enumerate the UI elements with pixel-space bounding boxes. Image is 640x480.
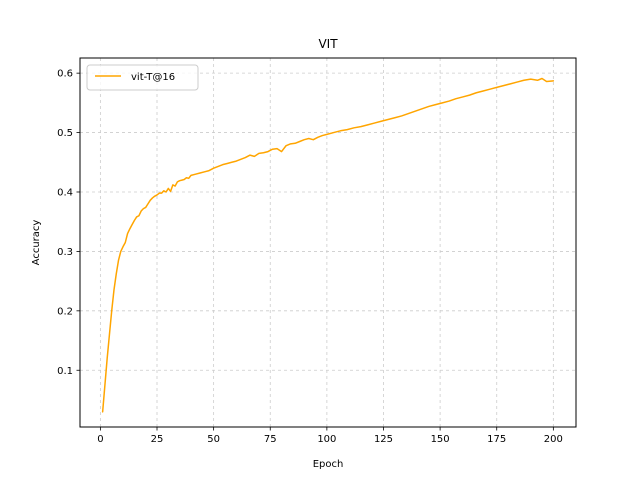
legend-box xyxy=(86,64,199,91)
y-tick-label: 0.5 xyxy=(57,128,73,139)
y-tick-label: 0.3 xyxy=(57,247,73,258)
x-axis: 0 25 50 75 100 125 150 175 200 xyxy=(97,427,563,445)
series-line-vit-t16 xyxy=(101,77,555,413)
y-axis: 0.1 0.2 0.3 0.4 0.5 0.6 xyxy=(57,69,80,377)
x-axis-label: Epoch xyxy=(313,459,344,470)
x-tick-label: 50 xyxy=(207,434,220,445)
x-tick-label: 150 xyxy=(431,434,450,445)
chart-title: VIT xyxy=(318,37,338,51)
x-tick-label: 100 xyxy=(317,434,336,445)
grid-lines xyxy=(80,58,576,427)
legend-label-vit-t16: vit-T@16 xyxy=(131,72,175,83)
x-tick-label: 75 xyxy=(264,434,277,445)
x-tick-label: 200 xyxy=(544,434,563,445)
y-axis-label: Accuracy xyxy=(31,220,42,266)
x-tick-label: 25 xyxy=(151,434,164,445)
y-tick-label: 0.6 xyxy=(57,69,73,80)
y-tick-label: 0.4 xyxy=(57,187,73,198)
plot-frame xyxy=(79,57,577,428)
x-tick-label: 0 xyxy=(97,434,103,445)
x-tick-label: 175 xyxy=(487,434,506,445)
y-tick-label: 0.2 xyxy=(57,306,73,317)
series-layer xyxy=(101,77,555,413)
legend: vit-T@16 xyxy=(86,64,199,91)
x-tick-label: 125 xyxy=(374,434,393,445)
y-tick-label: 0.1 xyxy=(57,366,73,377)
